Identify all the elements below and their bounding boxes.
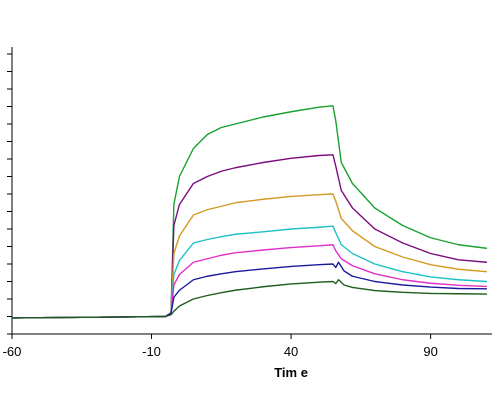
series-line-3 [11,193,488,319]
series-line-6 [11,261,488,319]
labels-layer: -60 -10 40 90 Tim e [3,344,438,380]
x-tick-label-2: 40 [284,344,298,359]
series-layer [11,105,488,319]
x-tick-label-3: 90 [423,344,437,359]
series-line-4 [11,225,488,319]
series-line-7 [11,279,488,319]
x-tick-label-1: -10 [142,344,161,359]
x-axis-title: Tim e [274,365,308,380]
x-tick-label-0: -60 [3,344,22,359]
series-line-5 [11,244,488,319]
axes-layer [7,47,492,339]
